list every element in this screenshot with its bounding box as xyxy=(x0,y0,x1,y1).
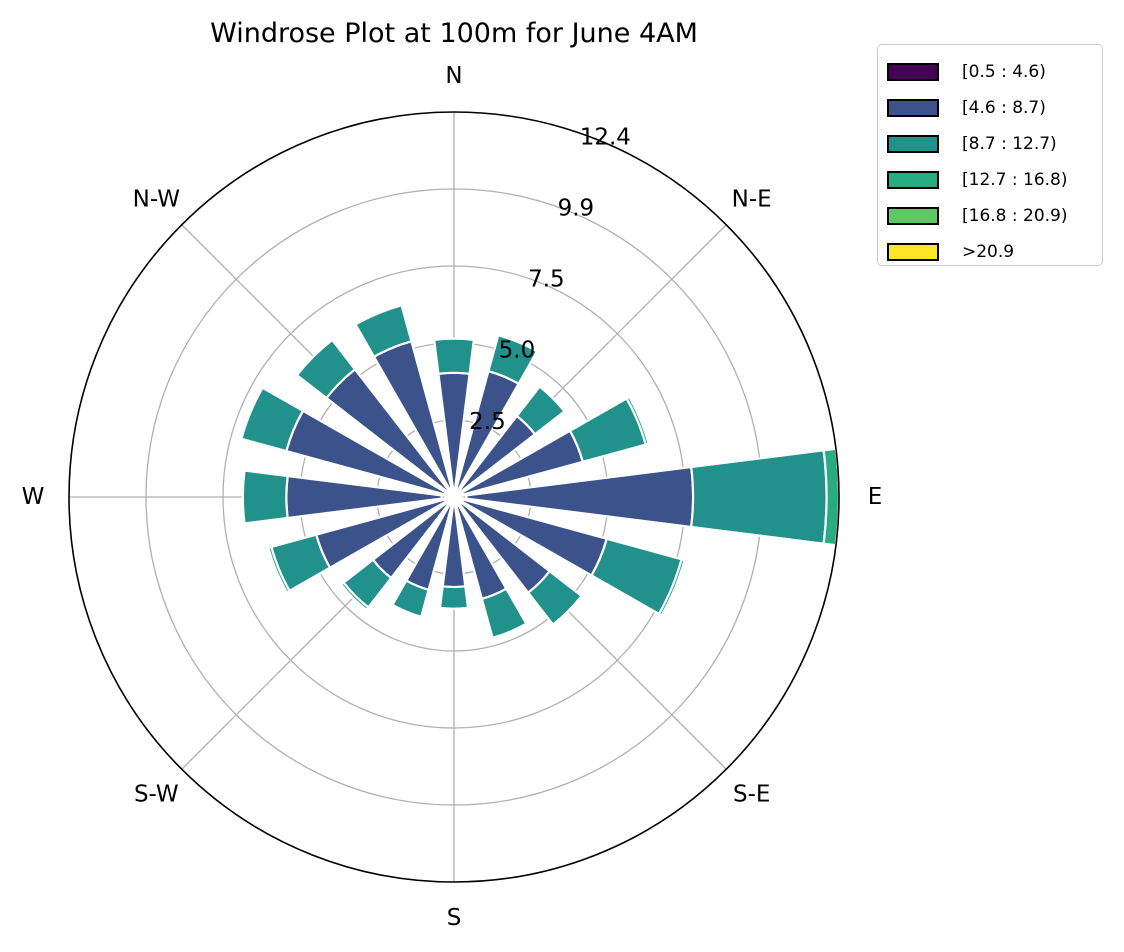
direction-label-e: E xyxy=(868,484,883,510)
direction-label-w: W xyxy=(22,484,45,510)
direction-label-s: S xyxy=(447,905,462,931)
polar-frame xyxy=(68,111,840,883)
bar-90deg-series-3 xyxy=(822,447,841,547)
legend-swatch-1 xyxy=(887,99,939,117)
legend-label-3: [12.7 : 16.8) xyxy=(962,170,1068,190)
bar-292.5deg-series-2 xyxy=(240,386,305,453)
bar-202.5deg-series-2 xyxy=(390,579,430,619)
legend-label-0: [0.5 : 4.6) xyxy=(962,62,1046,82)
bar-225deg-series-3 xyxy=(339,581,370,612)
legend-item-1: [4.6 : 8.7) xyxy=(887,90,1102,126)
radial-tick-label-4: 12.4 xyxy=(580,124,631,150)
bar-67.5deg-series-3 xyxy=(625,395,651,446)
legend: [0.5 : 4.6) [4.6 : 8.7) [8.7 : 12.7) [12.7 … xyxy=(877,44,1103,266)
legend-item-2: [8.7 : 12.7) xyxy=(887,126,1102,162)
legend-swatch-4 xyxy=(887,207,939,225)
legend-item-4: [16.8 : 20.9) xyxy=(887,198,1102,234)
radial-tick-label-1: 5.0 xyxy=(499,338,536,364)
direction-label-s-w: S-W xyxy=(134,782,179,808)
radial-tick-label-3: 9.9 xyxy=(558,195,595,221)
bar-180deg-series-2 xyxy=(438,585,470,610)
legend-swatch-3 xyxy=(887,171,939,189)
bar-247.5deg-series-3 xyxy=(266,545,291,594)
bar-90deg-series-2 xyxy=(689,449,828,545)
legend-label-4: [16.8 : 20.9) xyxy=(962,206,1068,226)
bar-45deg-series-2 xyxy=(515,385,566,436)
legend-item-0: [0.5 : 4.6) xyxy=(887,54,1102,90)
direction-label-n-w: N-W xyxy=(133,186,180,212)
bar-337.5deg-series-2 xyxy=(354,303,413,359)
legend-label-5: >20.9 xyxy=(962,242,1015,262)
radial-tick-label-2: 7.5 xyxy=(528,267,565,293)
labels-layer: N N-E E S-E S S-W W N-W 2.5 5.0 7.5 9.9 12.4 xyxy=(22,63,883,931)
chart-title: Windrose Plot at 100m for June 4AM xyxy=(210,18,698,49)
radial-tick-label-0: 2.5 xyxy=(469,409,506,435)
legend-label-2: [8.7 : 12.7) xyxy=(962,134,1057,154)
bar-135deg-series-2 xyxy=(526,569,584,627)
bar-112.5deg-series-3 xyxy=(657,557,686,617)
legend-item-3: [12.7 : 16.8) xyxy=(887,162,1102,198)
legend-swatch-5 xyxy=(887,243,939,261)
legend-item-5: >20.9 xyxy=(887,234,1102,270)
legend-swatch-0 xyxy=(887,63,939,81)
legend-swatch-2 xyxy=(887,135,939,153)
bars-layer xyxy=(240,303,841,640)
direction-label-n: N xyxy=(445,63,462,89)
bar-0deg-series-2 xyxy=(432,337,476,376)
direction-label-n-e: N-E xyxy=(732,186,772,212)
bar-270deg-series-2 xyxy=(241,469,289,525)
legend-label-1: [4.6 : 8.7) xyxy=(962,98,1046,118)
direction-label-s-e: S-E xyxy=(733,782,770,808)
bar-157.5deg-series-2 xyxy=(480,587,528,640)
bar-22.5deg-series-2 xyxy=(487,333,539,386)
bar-315deg-series-2 xyxy=(295,338,357,400)
